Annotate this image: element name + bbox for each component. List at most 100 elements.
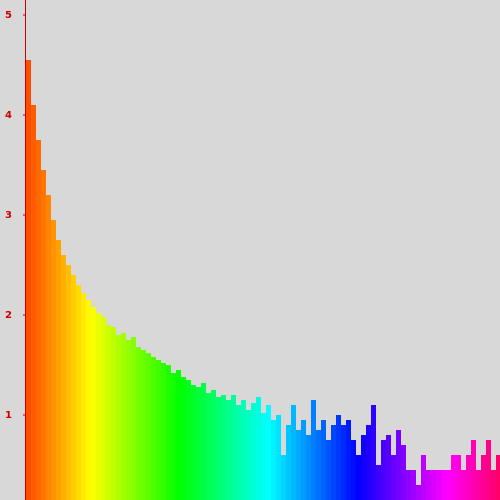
- bar: [281, 455, 286, 500]
- bar: [221, 395, 226, 500]
- bar: [331, 425, 336, 500]
- bar: [411, 470, 416, 500]
- y-tick-label: 4: [5, 110, 12, 121]
- bar: [46, 195, 51, 500]
- bar: [126, 340, 131, 500]
- bar: [361, 435, 366, 500]
- bar: [136, 347, 141, 500]
- bar: [391, 455, 396, 500]
- bar: [61, 255, 66, 500]
- bar: [401, 445, 406, 500]
- bar: [181, 377, 186, 500]
- bar: [106, 325, 111, 500]
- bar: [356, 455, 361, 500]
- bar: [456, 455, 461, 500]
- bar: [366, 425, 371, 500]
- bar: [161, 363, 166, 500]
- bar: [311, 400, 316, 500]
- bar: [261, 413, 266, 500]
- bar: [416, 485, 421, 500]
- bar: [461, 470, 466, 500]
- bar: [256, 397, 261, 500]
- bar: [66, 265, 71, 500]
- bar: [206, 393, 211, 500]
- bar: [481, 455, 486, 500]
- bar: [196, 387, 201, 500]
- bar: [36, 140, 41, 500]
- y-tick-label: 1: [5, 410, 12, 421]
- bar: [26, 60, 31, 500]
- bar: [321, 420, 326, 500]
- bar: [316, 430, 321, 500]
- y-tick-label: 5: [5, 10, 12, 21]
- bar: [441, 470, 446, 500]
- bar: [96, 313, 101, 500]
- bar: [386, 435, 391, 500]
- bar: [156, 360, 161, 500]
- bar: [446, 470, 451, 500]
- y-tick-label: 2: [5, 310, 12, 321]
- bar: [166, 365, 171, 500]
- bar: [186, 380, 191, 500]
- bar: [486, 440, 491, 500]
- bar: [296, 430, 301, 500]
- bar: [251, 403, 256, 500]
- bar: [431, 470, 436, 500]
- bar: [171, 373, 176, 500]
- bar: [476, 470, 481, 500]
- bar: [81, 293, 86, 500]
- bar: [101, 317, 106, 500]
- bar: [381, 440, 386, 500]
- bar: [326, 440, 331, 500]
- bar: [121, 333, 126, 500]
- bar: [451, 455, 456, 500]
- bar: [241, 400, 246, 500]
- bar: [351, 440, 356, 500]
- bar: [306, 435, 311, 500]
- bar: [41, 170, 46, 500]
- bar: [341, 425, 346, 500]
- bar: [436, 470, 441, 500]
- bar: [426, 470, 431, 500]
- bar: [421, 455, 426, 500]
- bar: [51, 220, 56, 500]
- bar: [236, 405, 241, 500]
- bar: [131, 337, 136, 500]
- bar: [216, 397, 221, 500]
- bar: [371, 405, 376, 500]
- bar: [191, 385, 196, 500]
- bar: [286, 425, 291, 500]
- bar: [111, 327, 116, 500]
- bar: [91, 307, 96, 500]
- bar: [271, 420, 276, 500]
- y-tick-label: 3: [5, 210, 12, 221]
- bar: [491, 470, 496, 500]
- bar: [471, 440, 476, 500]
- bar: [146, 353, 151, 500]
- bar: [56, 240, 61, 500]
- bar: [116, 335, 121, 500]
- bar: [31, 105, 36, 500]
- bar: [151, 357, 156, 500]
- bar: [176, 370, 181, 500]
- bar: [276, 415, 281, 500]
- bar: [231, 395, 236, 500]
- bar: [336, 415, 341, 500]
- bar: [246, 410, 251, 500]
- bar: [406, 470, 411, 500]
- bar: [291, 405, 296, 500]
- bar: [76, 285, 81, 500]
- bar: [71, 275, 76, 500]
- bar: [211, 390, 216, 500]
- bar: [86, 300, 91, 500]
- bar: [301, 420, 306, 500]
- bar: [396, 430, 401, 500]
- bar: [346, 420, 351, 500]
- bar: [376, 465, 381, 500]
- bar: [226, 400, 231, 500]
- bar: [496, 455, 500, 500]
- bar: [201, 383, 206, 500]
- bar: [141, 350, 146, 500]
- bar: [266, 405, 271, 500]
